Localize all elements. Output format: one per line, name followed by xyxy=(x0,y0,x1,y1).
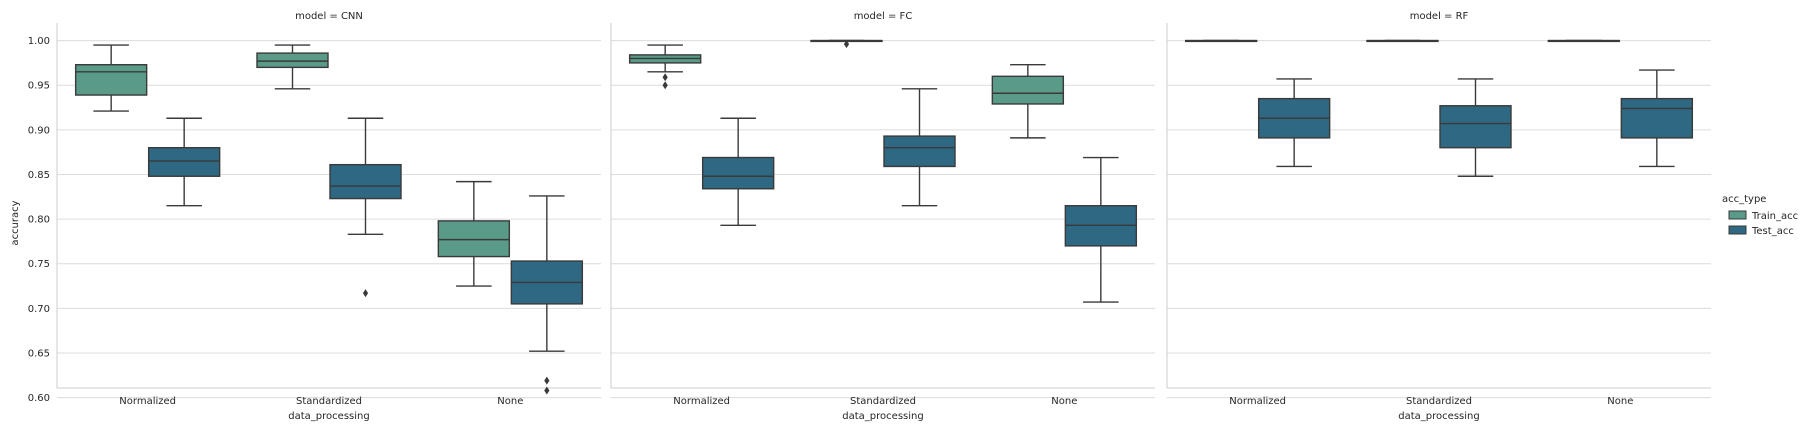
box-train-acc xyxy=(1547,39,1621,43)
y-tick-label: 0.95 xyxy=(28,81,50,92)
iqr-box xyxy=(1620,97,1694,139)
panel-1: model = CNN 0.60 0.65 0.70 0.75 0.80 0.85 0.90 0… xyxy=(28,11,601,422)
y-tick-label: 0.80 xyxy=(28,215,50,226)
outlier-point xyxy=(544,386,550,395)
x-axis-label: data_processing xyxy=(842,411,923,422)
panel-title: model = FC xyxy=(854,11,913,22)
box-train-acc xyxy=(74,44,148,112)
box-test-acc xyxy=(147,117,221,207)
outlier-point xyxy=(843,40,850,49)
y-tick-label: 0.65 xyxy=(28,348,50,359)
x-tick-label: Standardized xyxy=(1406,396,1472,407)
legend-label-test: Test_acc xyxy=(1751,226,1794,237)
box-test-acc xyxy=(329,117,402,298)
outlier-point xyxy=(544,376,550,385)
iqr-box xyxy=(1439,105,1512,149)
box-test-acc xyxy=(1257,78,1331,168)
iqr-box xyxy=(701,156,775,190)
x-tick-label: None xyxy=(1607,396,1633,407)
outlier-point xyxy=(362,289,369,298)
x-axis-label: data_processing xyxy=(1398,411,1479,422)
legend-label-train: Train_acc xyxy=(1751,211,1798,222)
box-test-acc xyxy=(1620,69,1694,168)
box-test-acc xyxy=(510,195,584,395)
box-train-acc xyxy=(991,63,1065,139)
y-axis-label: accuracy xyxy=(10,200,21,245)
x-axis-label: data_processing xyxy=(288,411,369,422)
x-tick-label: None xyxy=(497,396,523,407)
legend: acc_type Train_acc Test_acc xyxy=(1722,194,1798,237)
x-tick-label: Normalized xyxy=(119,396,176,407)
legend-title: acc_type xyxy=(1722,194,1766,205)
box-train-acc xyxy=(256,44,329,90)
panels-layer: model = CNN 0.60 0.65 0.70 0.75 0.80 0.85 0.90 0… xyxy=(28,11,1711,422)
outlier-point xyxy=(662,81,668,90)
x-tick-label: Standardized xyxy=(850,396,916,407)
iqr-box xyxy=(256,52,329,69)
legend-swatch-train xyxy=(1728,210,1747,220)
panel-title: model = CNN xyxy=(295,11,363,22)
x-tick-label: None xyxy=(1051,396,1077,407)
box-test-acc xyxy=(701,117,775,227)
y-tick-label: 1.00 xyxy=(28,36,50,47)
y-tick-label: 0.70 xyxy=(28,304,50,315)
box-train-acc xyxy=(1184,39,1258,43)
x-tick-label: Standardized xyxy=(296,396,362,407)
box-test-acc xyxy=(1064,156,1138,303)
iqr-box xyxy=(991,75,1065,105)
panel-title: model = RF xyxy=(1410,11,1469,22)
outlier-point xyxy=(662,73,668,82)
box-train-acc xyxy=(437,180,511,287)
y-tick-label: 0.75 xyxy=(28,259,50,270)
box-test-acc xyxy=(1439,78,1512,177)
iqr-box xyxy=(883,135,956,168)
y-tick-label: 0.90 xyxy=(28,125,50,136)
panel-2: model = FC Normalized Standardized None data… xyxy=(610,11,1155,422)
box-train-acc xyxy=(810,39,883,49)
box-train-acc xyxy=(1366,39,1439,43)
iqr-box xyxy=(437,220,511,258)
x-tick-label: Normalized xyxy=(1229,396,1286,407)
y-tick-label: 0.60 xyxy=(28,393,50,404)
x-tick-label: Normalized xyxy=(673,396,730,407)
legend-swatch-test xyxy=(1728,225,1747,235)
y-tick-label: 0.85 xyxy=(28,170,50,181)
iqr-box xyxy=(329,163,402,200)
panel-3: model = RF Normalized Standardized None data… xyxy=(1166,11,1711,422)
iqr-box xyxy=(147,146,221,177)
iqr-box xyxy=(74,63,148,96)
box-train-acc xyxy=(628,44,702,90)
box-test-acc xyxy=(883,88,956,207)
